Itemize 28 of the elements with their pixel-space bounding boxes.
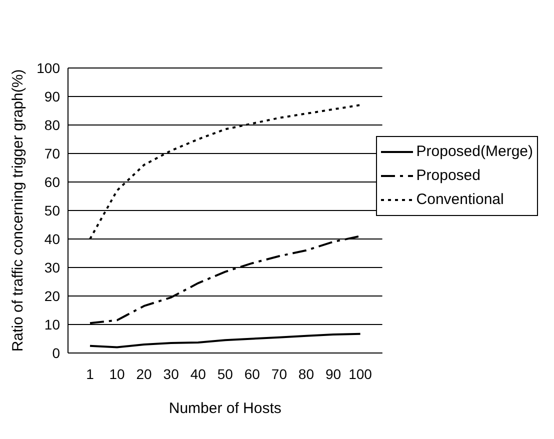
y-tick-label: 40 [44, 230, 60, 247]
y-tick-label: 60 [44, 174, 60, 190]
x-tick-label: 100 [348, 366, 372, 382]
y-tick-label: 10 [44, 316, 60, 332]
y-tick-label: 80 [44, 116, 60, 133]
legend-label: Proposed(Merge) [416, 142, 533, 162]
y-tick-label: 20 [44, 288, 60, 304]
x-tick-label: 10 [109, 366, 126, 382]
x-tick-label: 1 [86, 366, 94, 382]
y-tick-label: 0 [52, 344, 60, 361]
y-tick-label: 100 [36, 60, 60, 76]
x-tick-label: 40 [190, 366, 206, 382]
line-series [89, 332, 362, 348]
x-tick-label: 50 [217, 366, 234, 382]
y-tick-label: 70 [44, 145, 60, 162]
legend-label: Conventional [416, 190, 504, 210]
y-tick-label: 30 [44, 259, 60, 276]
x-tick-label: 90 [325, 366, 342, 382]
legend-label: Proposed [416, 166, 480, 186]
y-tick-label: 90 [44, 88, 60, 104]
x-tick-label: 70 [271, 366, 288, 382]
x-tick-label: 20 [136, 366, 152, 382]
x-tick-label: 80 [298, 366, 314, 382]
x-tick-label: 60 [244, 366, 260, 382]
y-axis-title: Ratio of traffic concerning trigger graph(%) [10, 69, 26, 352]
y-tick-label: 50 [44, 202, 60, 218]
x-tick-label: 30 [163, 366, 180, 382]
x-axis-title: Number of Hosts [168, 400, 282, 417]
